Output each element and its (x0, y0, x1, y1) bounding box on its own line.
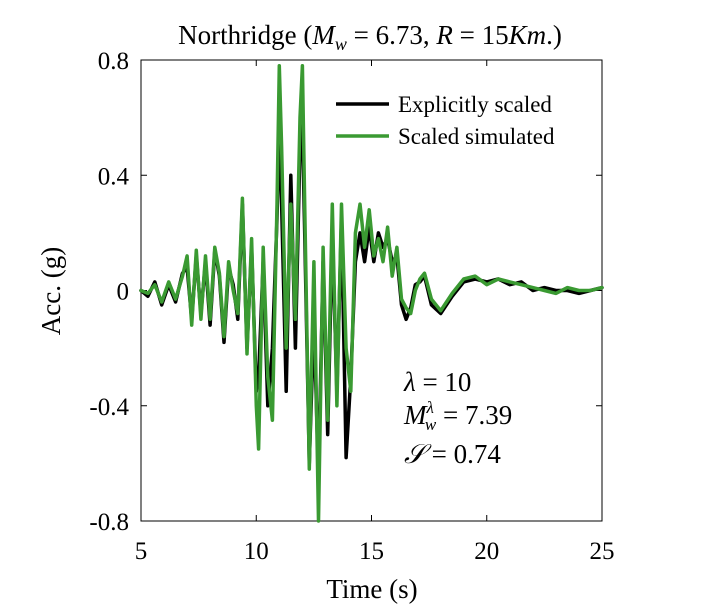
y-tick-label: -0.4 (89, 394, 129, 421)
x-tick-label: 20 (474, 538, 499, 565)
x-tick-label: 10 (244, 538, 269, 565)
x-axis-ticks: 5 10 15 20 25 (135, 60, 615, 565)
x-tick-label: 25 (590, 538, 615, 565)
y-tick-label: 0.4 (98, 163, 130, 190)
chart-title: Northridge (Mw = 6.73, R = 15Km.) (178, 20, 562, 54)
annotation-lambda: λ = 10 (403, 367, 471, 397)
legend-label-scaled-simulated: Scaled simulated (398, 124, 555, 149)
series-group (139, 64, 604, 523)
annotation-block: λ = 10 Mλ w = 7.39 𝒮 = 0.74 (403, 367, 512, 469)
y-tick-label: 0 (117, 279, 130, 306)
legend: Explicitly scaled Scaled simulated (336, 92, 555, 149)
y-axis-label: Acc. (g) (36, 247, 66, 335)
x-tick-label: 5 (135, 538, 148, 565)
legend-label-explicitly-scaled: Explicitly scaled (398, 92, 552, 117)
y-axis-ticks: -0.8 -0.4 0 0.4 0.8 (89, 48, 602, 536)
x-tick-label: 15 (359, 538, 384, 565)
y-tick-label: 0.8 (98, 48, 129, 75)
series-line-scaled-simulated (139, 64, 604, 523)
x-axis-label: Time (s) (326, 574, 417, 604)
annotation-mw-lambda: Mλ w = 7.39 (403, 398, 512, 434)
annotation-s: 𝒮 = 0.74 (404, 439, 501, 469)
y-tick-label: -0.8 (89, 509, 129, 536)
